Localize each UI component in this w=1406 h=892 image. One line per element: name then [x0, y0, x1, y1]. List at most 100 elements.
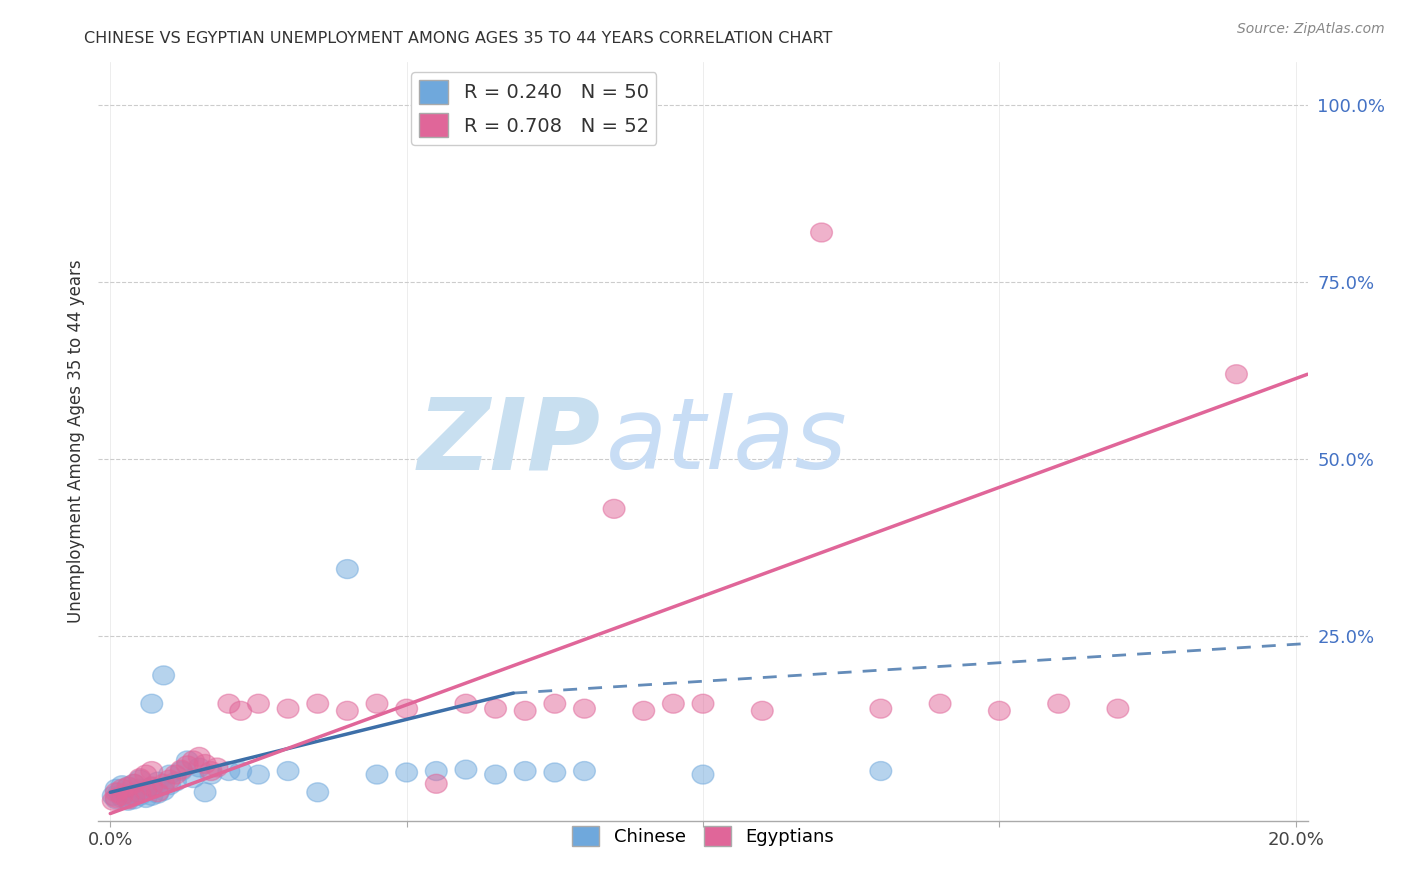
Ellipse shape — [159, 770, 180, 789]
Ellipse shape — [811, 223, 832, 242]
Ellipse shape — [176, 756, 198, 775]
Ellipse shape — [603, 500, 626, 518]
Ellipse shape — [117, 791, 139, 810]
Ellipse shape — [146, 772, 169, 791]
Ellipse shape — [188, 758, 209, 777]
Ellipse shape — [515, 701, 536, 720]
Ellipse shape — [456, 694, 477, 714]
Ellipse shape — [117, 790, 139, 809]
Ellipse shape — [141, 694, 163, 714]
Ellipse shape — [124, 774, 145, 793]
Ellipse shape — [170, 762, 193, 780]
Ellipse shape — [141, 787, 163, 805]
Ellipse shape — [159, 776, 180, 795]
Ellipse shape — [188, 747, 209, 766]
Ellipse shape — [183, 769, 204, 788]
Ellipse shape — [111, 776, 134, 795]
Legend: Chinese, Egyptians: Chinese, Egyptians — [565, 819, 841, 854]
Ellipse shape — [194, 783, 217, 802]
Ellipse shape — [105, 783, 127, 802]
Ellipse shape — [135, 781, 156, 800]
Ellipse shape — [124, 783, 145, 802]
Ellipse shape — [485, 765, 506, 784]
Ellipse shape — [1226, 365, 1247, 384]
Ellipse shape — [544, 694, 565, 714]
Ellipse shape — [170, 760, 193, 779]
Y-axis label: Unemployment Among Ages 35 to 44 years: Unemployment Among Ages 35 to 44 years — [66, 260, 84, 624]
Ellipse shape — [129, 770, 150, 789]
Ellipse shape — [146, 784, 169, 803]
Ellipse shape — [1047, 694, 1070, 714]
Ellipse shape — [662, 694, 685, 714]
Ellipse shape — [111, 784, 134, 803]
Ellipse shape — [146, 783, 169, 802]
Text: atlas: atlas — [606, 393, 848, 490]
Ellipse shape — [165, 765, 187, 784]
Ellipse shape — [395, 763, 418, 782]
Ellipse shape — [218, 694, 239, 714]
Ellipse shape — [105, 780, 127, 798]
Ellipse shape — [105, 790, 127, 809]
Ellipse shape — [153, 774, 174, 793]
Ellipse shape — [153, 666, 174, 685]
Ellipse shape — [194, 755, 217, 773]
Ellipse shape — [366, 694, 388, 714]
Ellipse shape — [929, 694, 950, 714]
Ellipse shape — [103, 787, 124, 805]
Ellipse shape — [544, 763, 565, 782]
Ellipse shape — [574, 762, 595, 780]
Ellipse shape — [229, 701, 252, 720]
Ellipse shape — [870, 762, 891, 780]
Text: Source: ZipAtlas.com: Source: ZipAtlas.com — [1237, 22, 1385, 37]
Ellipse shape — [117, 787, 139, 805]
Ellipse shape — [124, 787, 145, 805]
Text: CHINESE VS EGYPTIAN UNEMPLOYMENT AMONG AGES 35 TO 44 YEARS CORRELATION CHART: CHINESE VS EGYPTIAN UNEMPLOYMENT AMONG A… — [84, 31, 832, 46]
Ellipse shape — [515, 762, 536, 780]
Ellipse shape — [183, 751, 204, 770]
Ellipse shape — [456, 760, 477, 779]
Ellipse shape — [277, 762, 299, 780]
Ellipse shape — [218, 762, 239, 780]
Ellipse shape — [111, 789, 134, 807]
Ellipse shape — [692, 765, 714, 784]
Ellipse shape — [633, 701, 655, 720]
Ellipse shape — [751, 701, 773, 720]
Ellipse shape — [229, 762, 252, 780]
Ellipse shape — [1107, 699, 1129, 718]
Ellipse shape — [395, 699, 418, 718]
Text: ZIP: ZIP — [418, 393, 600, 490]
Ellipse shape — [103, 791, 124, 810]
Ellipse shape — [124, 774, 145, 793]
Ellipse shape — [426, 774, 447, 793]
Ellipse shape — [336, 559, 359, 579]
Ellipse shape — [207, 758, 228, 777]
Ellipse shape — [129, 780, 150, 798]
Ellipse shape — [176, 751, 198, 770]
Ellipse shape — [141, 777, 163, 796]
Ellipse shape — [485, 699, 506, 718]
Ellipse shape — [129, 787, 150, 805]
Ellipse shape — [692, 694, 714, 714]
Ellipse shape — [247, 765, 270, 784]
Ellipse shape — [153, 781, 174, 800]
Ellipse shape — [135, 789, 156, 807]
Ellipse shape — [988, 701, 1011, 720]
Ellipse shape — [117, 777, 139, 796]
Ellipse shape — [200, 765, 222, 784]
Ellipse shape — [129, 784, 150, 803]
Ellipse shape — [336, 701, 359, 720]
Ellipse shape — [135, 765, 156, 784]
Ellipse shape — [277, 699, 299, 718]
Ellipse shape — [111, 787, 134, 805]
Ellipse shape — [426, 762, 447, 780]
Ellipse shape — [200, 762, 222, 780]
Ellipse shape — [307, 783, 329, 802]
Ellipse shape — [129, 769, 150, 788]
Ellipse shape — [135, 781, 156, 800]
Ellipse shape — [141, 777, 163, 796]
Ellipse shape — [366, 765, 388, 784]
Ellipse shape — [307, 694, 329, 714]
Ellipse shape — [105, 789, 127, 807]
Ellipse shape — [574, 699, 595, 718]
Ellipse shape — [111, 780, 134, 798]
